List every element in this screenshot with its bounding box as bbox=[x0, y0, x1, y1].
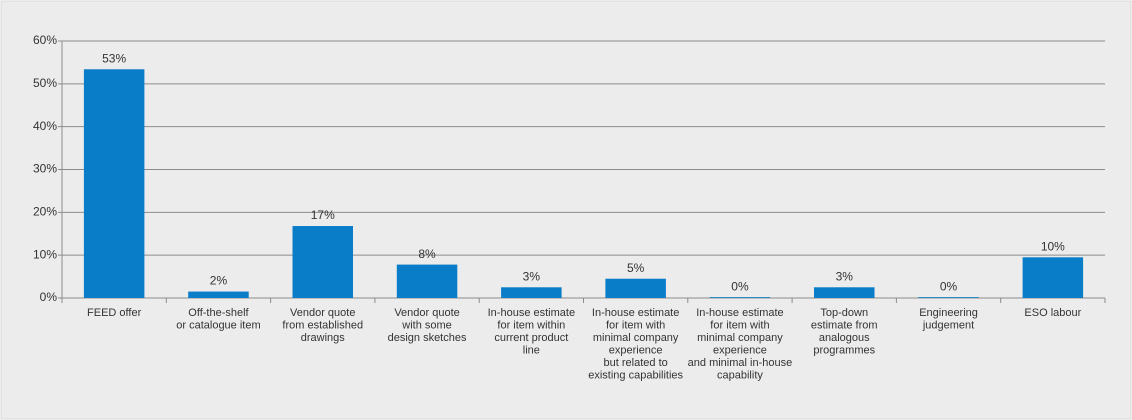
bar bbox=[918, 297, 979, 298]
x-tick-label: Top-down bbox=[820, 307, 868, 319]
x-tick-label: In-house estimate bbox=[696, 307, 783, 319]
x-tick-label: Vendor quote bbox=[290, 307, 355, 319]
x-tick-label: judgement bbox=[922, 319, 974, 331]
data-label: 5% bbox=[627, 261, 645, 275]
x-tick-label: experience bbox=[713, 344, 767, 356]
x-tick-label: minimal company bbox=[697, 332, 783, 344]
y-tick-label: 10% bbox=[33, 247, 57, 261]
x-tick-label: design sketches bbox=[388, 332, 467, 344]
bar bbox=[709, 297, 771, 298]
data-label: 53% bbox=[102, 51, 126, 65]
bar bbox=[83, 69, 145, 299]
x-tick-label: FEED offer bbox=[87, 307, 142, 319]
x-tick-label: or catalogue item bbox=[176, 319, 260, 331]
x-tick-label: for item with bbox=[710, 319, 769, 331]
x-tick-label: estimate from bbox=[811, 319, 878, 331]
data-label: 2% bbox=[210, 274, 228, 288]
x-tick-label: for item with bbox=[606, 319, 665, 331]
x-tick-label: current product bbox=[494, 332, 568, 344]
x-tick-label: In-house estimate bbox=[592, 307, 679, 319]
x-tick-label: drawings bbox=[301, 332, 346, 344]
x-tick-label: Off-the-shelf bbox=[188, 307, 249, 319]
y-tick-label: 50% bbox=[33, 76, 57, 90]
x-tick-label: analogous bbox=[819, 332, 870, 344]
bar bbox=[814, 287, 875, 298]
x-tick-label: from established bbox=[282, 319, 363, 331]
data-label: 3% bbox=[836, 269, 854, 283]
y-tick-label: 40% bbox=[33, 119, 57, 133]
bar bbox=[292, 226, 353, 298]
x-tick-label: programmes bbox=[813, 344, 875, 356]
data-label: 0% bbox=[731, 279, 749, 293]
x-tick-label: experience bbox=[609, 344, 663, 356]
y-tick-label: 60% bbox=[33, 33, 57, 47]
x-tick-label: existing capabilities bbox=[588, 369, 683, 381]
x-tick-label: but related to bbox=[604, 357, 668, 369]
bar bbox=[188, 291, 249, 298]
x-tick-label: line bbox=[523, 344, 540, 356]
y-tick-label: 30% bbox=[33, 162, 57, 176]
x-tick-label: capability bbox=[717, 369, 763, 381]
x-tick-label: ESO labour bbox=[1024, 307, 1081, 319]
x-tick-label: and minimal in-house bbox=[688, 357, 793, 369]
x-tick-label: Engineering bbox=[919, 307, 978, 319]
y-tick-label: 0% bbox=[40, 290, 58, 304]
bar bbox=[501, 287, 562, 298]
x-tick-label: Vendor quote bbox=[394, 307, 459, 319]
x-tick-label: In-house estimate bbox=[488, 307, 575, 319]
data-label: 17% bbox=[311, 208, 335, 222]
bar bbox=[396, 264, 458, 298]
bar bbox=[605, 278, 666, 298]
x-tick-label: with some bbox=[401, 319, 452, 331]
data-label: 8% bbox=[418, 247, 436, 261]
data-label: 3% bbox=[523, 269, 541, 283]
x-tick-label: for item within bbox=[497, 319, 565, 331]
y-tick-label: 20% bbox=[33, 205, 57, 219]
bar bbox=[1022, 257, 1084, 298]
data-label: 10% bbox=[1041, 239, 1065, 253]
data-label: 0% bbox=[940, 279, 958, 293]
x-tick-label: minimal company bbox=[593, 332, 679, 344]
